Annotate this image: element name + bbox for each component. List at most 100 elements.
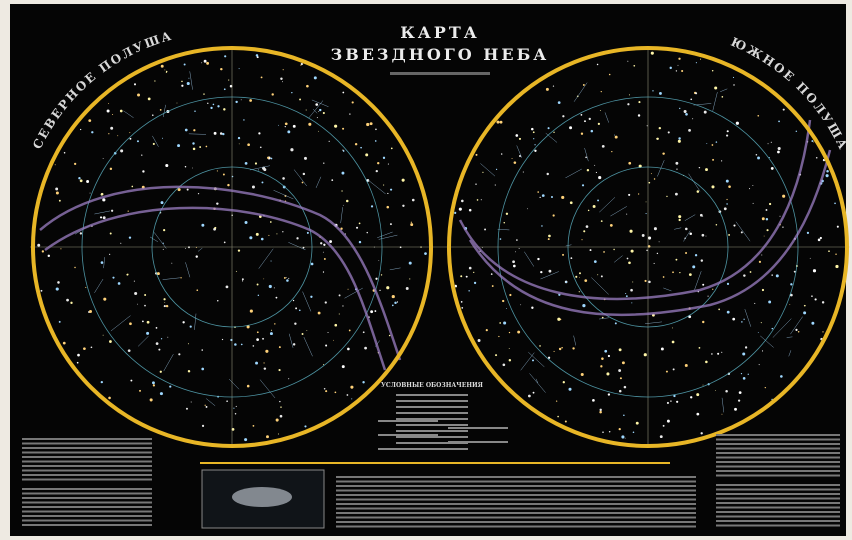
star (562, 254, 564, 256)
star (120, 243, 121, 244)
star (741, 231, 743, 233)
star (715, 390, 716, 391)
star (500, 238, 502, 240)
star (789, 304, 790, 305)
star (704, 111, 707, 114)
star (285, 122, 288, 125)
star (91, 131, 93, 133)
star (482, 172, 483, 173)
star (217, 105, 219, 107)
star (581, 373, 584, 376)
star (266, 435, 269, 438)
table-row (22, 447, 152, 449)
star (794, 271, 796, 273)
star (203, 93, 204, 94)
star (374, 310, 376, 312)
star (271, 93, 273, 95)
star (579, 291, 580, 292)
legend-row (378, 448, 438, 450)
star (644, 280, 646, 282)
star (621, 435, 624, 438)
star (391, 148, 393, 150)
star (163, 249, 164, 250)
star (690, 232, 693, 235)
star (147, 321, 150, 324)
star (359, 222, 361, 224)
star (546, 88, 549, 91)
star (89, 310, 92, 313)
legend-row (396, 406, 468, 408)
star (269, 285, 272, 288)
star (157, 272, 160, 275)
star (206, 62, 209, 65)
star (769, 203, 771, 205)
table-row (22, 474, 152, 476)
star (581, 133, 583, 135)
star (614, 135, 615, 136)
star (608, 355, 610, 357)
star (667, 402, 669, 404)
star (681, 70, 683, 72)
star (712, 144, 714, 146)
star (164, 302, 165, 303)
star (697, 190, 700, 193)
star (304, 425, 306, 427)
star (626, 214, 627, 215)
star (818, 239, 821, 242)
star (469, 209, 472, 212)
star (341, 190, 342, 191)
star (822, 301, 824, 303)
star (628, 162, 631, 165)
star (749, 188, 750, 189)
star (184, 64, 186, 66)
star (112, 114, 113, 115)
star (514, 161, 517, 164)
star (193, 148, 196, 151)
star (222, 133, 224, 135)
star (672, 327, 673, 328)
star (542, 194, 545, 197)
star (742, 352, 745, 355)
table-row (716, 475, 840, 477)
star (676, 168, 677, 169)
table-row (22, 470, 152, 472)
star (214, 227, 216, 229)
star (386, 206, 389, 209)
star (597, 64, 598, 65)
star (551, 196, 553, 198)
star (579, 277, 580, 278)
star (185, 129, 188, 132)
star (486, 329, 488, 331)
star (110, 127, 113, 130)
star (780, 216, 781, 217)
star (370, 310, 373, 313)
star (712, 289, 713, 290)
star (220, 68, 222, 70)
star (163, 229, 165, 231)
star (461, 307, 463, 309)
star (752, 185, 753, 186)
table-row (336, 481, 696, 483)
star (409, 278, 410, 279)
star (319, 109, 321, 111)
star (270, 221, 272, 223)
table-row (716, 498, 840, 500)
star (314, 76, 317, 79)
star (376, 170, 378, 172)
star (264, 367, 266, 369)
star (191, 401, 192, 402)
star (381, 274, 382, 275)
star (276, 233, 277, 234)
star (242, 280, 243, 281)
star (532, 359, 534, 361)
star (134, 281, 135, 282)
star (689, 273, 692, 276)
star (585, 157, 587, 159)
star (503, 321, 506, 324)
star (160, 392, 163, 395)
star (626, 295, 628, 297)
star (64, 152, 66, 154)
star (206, 146, 208, 148)
star (101, 261, 104, 264)
star (158, 349, 160, 351)
